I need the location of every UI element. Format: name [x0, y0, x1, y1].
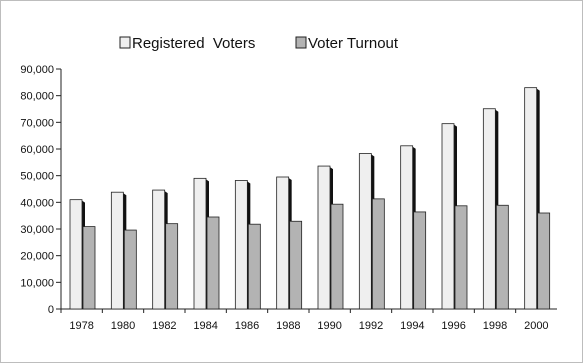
bar-registered-voters	[317, 165, 331, 310]
y-tick-label: 40,000	[20, 197, 54, 209]
bar-registered-voters	[400, 145, 414, 310]
y-tick-label: 70,000	[20, 117, 54, 129]
legend-swatch-voter-turnout	[295, 36, 307, 49]
bar-voter-turnout	[165, 223, 179, 310]
bar-voter-turnout	[123, 229, 137, 310]
bar-registered-voters	[358, 153, 372, 310]
x-tick-label: 1982	[152, 320, 176, 332]
y-tick-label: 20,000	[20, 251, 54, 263]
y-tick-label: 60,000	[20, 144, 54, 156]
y-tick-label: 10,000	[20, 277, 54, 289]
bar-voter-turnout	[289, 220, 303, 310]
bar-registered-voters	[482, 108, 496, 310]
bar-voter-turnout	[330, 203, 344, 310]
bar-registered-voters	[234, 180, 248, 310]
legend: Registered Voters Voter Turnout	[119, 35, 399, 52]
y-tick-label: 50,000	[20, 171, 54, 183]
bar-registered-voters	[193, 177, 207, 310]
x-tick-label: 1978	[69, 320, 93, 332]
y-tick-label: 0	[48, 304, 54, 316]
bar-registered-voters	[276, 176, 290, 310]
bar-voter-turnout	[413, 211, 427, 310]
y-tick-label: 90,000	[20, 64, 54, 76]
x-tick-label: 1986	[235, 320, 259, 332]
bar-registered-voters	[441, 123, 455, 310]
legend-swatch-registered-voters	[119, 36, 131, 49]
x-tick-label: 1996	[441, 320, 465, 332]
bar-voter-turnout	[247, 223, 261, 310]
legend-label-registered-voters: Registered Voters	[132, 35, 255, 52]
bars	[69, 87, 551, 310]
x-tick-label: 1984	[193, 320, 217, 332]
x-tick-label: 1988	[276, 320, 300, 332]
bar-registered-voters	[110, 191, 124, 310]
bar-voter-turnout	[454, 205, 468, 310]
x-tick-label: 2000	[524, 320, 548, 332]
x-tick-label: 1980	[111, 320, 135, 332]
x-tick-label: 1998	[483, 320, 507, 332]
bar-voter-turnout	[495, 204, 509, 310]
legend-label-voter-turnout: Voter Turnout	[308, 35, 399, 52]
bar-voter-turnout	[82, 226, 96, 310]
y-tick-label: 30,000	[20, 224, 54, 236]
bar-voter-turnout	[371, 198, 385, 310]
axes: 0 10,000 20,000 30,000 40,000 50,000 60,000 70,…	[20, 64, 557, 332]
bar-registered-voters	[152, 189, 166, 310]
x-tick-label: 1992	[359, 320, 383, 332]
bar-registered-voters	[69, 199, 83, 310]
x-tick-label: 1994	[400, 320, 424, 332]
bar-registered-voters	[524, 87, 538, 310]
bar-voter-turnout	[537, 212, 551, 310]
bar-voter-turnout	[206, 216, 220, 310]
y-tick-label: 80,000	[20, 91, 54, 103]
x-tick-label: 1990	[317, 320, 341, 332]
